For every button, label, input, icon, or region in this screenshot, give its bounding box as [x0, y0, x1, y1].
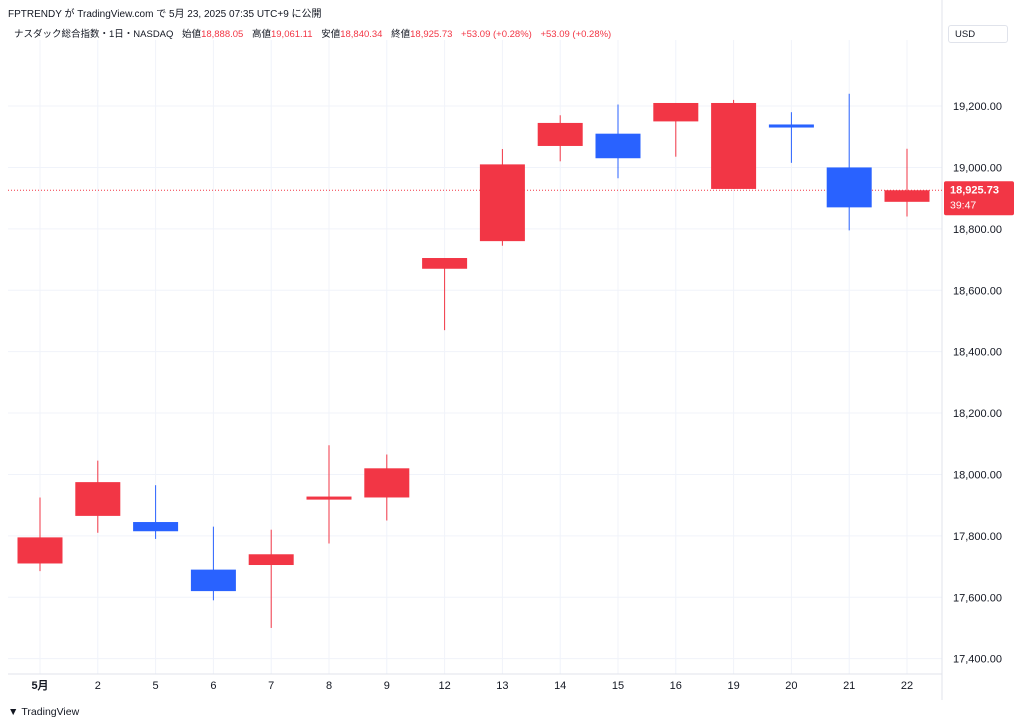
time-tick-label: 19: [727, 680, 739, 692]
time-tick-label: 21: [843, 680, 855, 692]
candle: [306, 445, 352, 544]
footer-brand[interactable]: ▼ TradingView: [8, 706, 79, 718]
price-tick-label: 19,000.00: [953, 162, 1002, 174]
time-tick-label: 8: [326, 680, 332, 692]
candle: [537, 115, 583, 162]
price-tick-label: 18,800.00: [953, 224, 1002, 236]
change-value-alt: +53.09 (+0.28%): [540, 29, 612, 40]
high-label: 高値: [251, 29, 271, 40]
last-price-badge: [944, 181, 1014, 216]
time-tick-label: 14: [554, 680, 566, 692]
currency-button[interactable]: USD: [948, 25, 1008, 43]
candle: [479, 149, 525, 246]
ohlc-legend: ナスダック総合指数・1日・NASDAQ 始値18,888.05 高値19,061…: [14, 26, 611, 40]
time-tick-label: 5月: [31, 679, 48, 692]
candle-body: [133, 522, 179, 532]
price-tick-label: 17,800.00: [953, 531, 1002, 543]
time-tick-label: 5: [153, 680, 159, 692]
candle: [248, 529, 294, 628]
change-value: +53.09 (+0.28%): [461, 29, 532, 40]
grid-lines: [8, 40, 942, 674]
brand-name: TradingView: [21, 706, 80, 718]
candle-body: [364, 468, 410, 498]
low-label: 安値: [321, 29, 341, 40]
price-tick-label: 18,600.00: [953, 285, 1002, 297]
time-tick-label: 16: [670, 680, 682, 692]
candle: [422, 258, 468, 331]
price-tick-label: 18,200.00: [953, 408, 1002, 420]
candle: [595, 104, 641, 179]
candle: [768, 112, 814, 163]
candle-body: [884, 190, 930, 202]
symbol-description[interactable]: ナスダック総合指数・1日・NASDAQ: [14, 29, 174, 40]
price-tick-label: 18,000.00: [953, 469, 1002, 481]
last-price-value: 18,925.73: [950, 184, 999, 196]
candle-body: [248, 554, 294, 566]
price-tick-label: 19,200.00: [953, 101, 1002, 113]
candle-body: [75, 482, 121, 516]
candle: [826, 93, 872, 231]
candle-body: [653, 102, 699, 122]
candle: [884, 148, 930, 217]
price-tick-label: 18,400.00: [953, 347, 1002, 359]
candle: [364, 454, 410, 521]
time-tick-label: 13: [496, 680, 508, 692]
candle-body: [422, 258, 468, 269]
time-tick-label: 7: [268, 680, 274, 692]
candle: [190, 526, 236, 601]
price-tick-label: 17,600.00: [953, 592, 1002, 604]
price-tick-label: 17,400.00: [953, 654, 1002, 666]
candle: [711, 99, 757, 189]
time-tick-label: 2: [95, 680, 101, 692]
close-value: 18,925.73: [410, 29, 453, 40]
close-label: 終値: [391, 29, 411, 40]
time-axis[interactable]: 5月 2 5 6 7 8 9 12 13 14 15 16 19 20 21 22: [31, 679, 913, 692]
time-tick-label: 9: [384, 680, 390, 692]
publish-caption: FPTRENDY が TradingView.com で 5月 23, 2025…: [8, 9, 322, 20]
time-tick-label: 12: [438, 680, 450, 692]
time-tick-label: 22: [901, 680, 913, 692]
candle-body: [768, 124, 814, 128]
low-value: 18,840.34: [340, 29, 383, 40]
candle-body: [479, 164, 525, 242]
time-tick-label: 15: [612, 680, 624, 692]
high-value: 19,061.11: [270, 29, 313, 40]
candles: [17, 93, 930, 628]
candle-body: [537, 122, 583, 146]
time-tick-label: 20: [785, 680, 797, 692]
open-label: 始値: [182, 29, 202, 40]
time-tick-label: 6: [210, 680, 216, 692]
candle-body: [306, 496, 352, 500]
candle: [75, 460, 121, 533]
candle-body: [826, 167, 872, 208]
candle-body: [190, 569, 236, 592]
candle-body: [17, 537, 63, 564]
candle: [133, 485, 179, 539]
bar-countdown: 39:47: [950, 199, 976, 211]
candle: [653, 102, 699, 157]
candle-body: [711, 102, 757, 189]
candle: [17, 497, 63, 572]
last-price-label: 18,925.73 39:47: [944, 181, 1014, 216]
price-axis[interactable]: 17,400.00 17,600.00 17,800.00 18,000.00 18,2…: [953, 101, 1002, 666]
candle-body: [595, 133, 641, 159]
open-value: 18,888.05: [201, 29, 244, 40]
tradingview-logo-icon: ▼: [8, 706, 19, 718]
